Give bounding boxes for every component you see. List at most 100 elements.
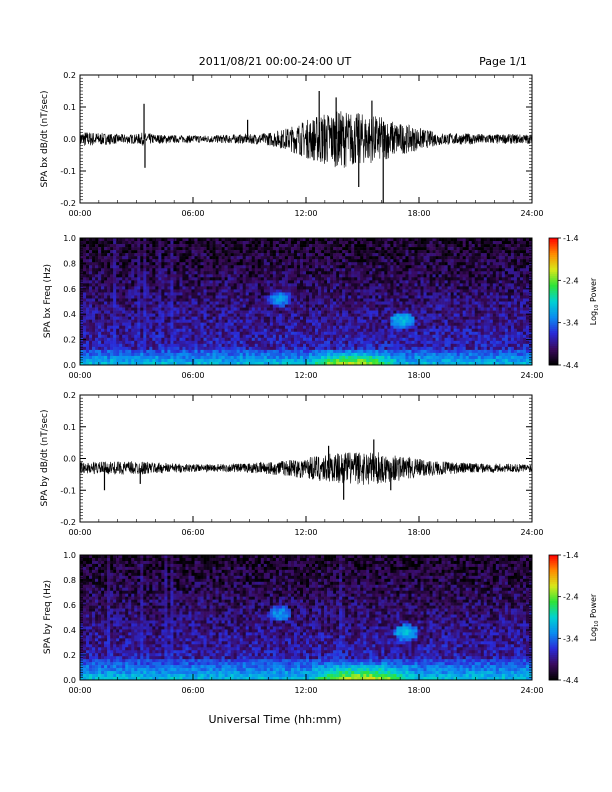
heatmap-cell: [170, 271, 174, 275]
heatmap-cell: [384, 289, 388, 293]
heatmap-cell: [140, 361, 144, 366]
heatmap-cell: [248, 277, 253, 281]
heatmap-cell: [206, 292, 210, 296]
heatmap-cell: [182, 307, 186, 311]
heatmap-cell: [405, 295, 409, 299]
heatmap-cell: [281, 262, 286, 266]
heatmap-cell: [101, 241, 105, 245]
heatmap-cell: [227, 247, 231, 251]
heatmap-cell: [384, 295, 388, 299]
heatmap-cell: [321, 310, 325, 314]
heatmap-cell: [113, 355, 117, 360]
heatmap-cell: [176, 250, 180, 254]
heatmap-cell: [146, 283, 150, 287]
heatmap-cell: [182, 238, 186, 242]
heatmap-cell: [179, 265, 183, 269]
heatmap-cell: [113, 334, 117, 339]
heatmap-cell: [345, 238, 349, 242]
heatmap-cell: [248, 268, 253, 272]
heatmap-cell: [296, 250, 301, 254]
heatmap-cell: [278, 238, 283, 242]
heatmap-cell: [257, 277, 262, 281]
heatmap-cell: [281, 361, 286, 366]
heatmap-cell: [182, 343, 186, 348]
heatmap-cell: [372, 247, 376, 251]
heatmap-cell: [290, 319, 295, 323]
heatmap-cell: [333, 277, 337, 281]
heatmap-cell: [125, 307, 129, 311]
heatmap-cell: [194, 265, 198, 269]
heatmap-cell: [197, 352, 201, 357]
heatmap-cell: [125, 358, 129, 363]
heatmap-cell: [185, 322, 189, 326]
heatmap-cell: [351, 301, 355, 305]
heatmap-cell: [336, 304, 340, 308]
heatmap-cell: [384, 241, 388, 245]
heatmap-cell: [348, 265, 352, 269]
heatmap-cell: [170, 286, 174, 290]
heatmap-cell: [306, 358, 310, 363]
heatmap-cell: [206, 331, 210, 336]
heatmap-cell: [345, 247, 349, 251]
heatmap-cell: [342, 268, 346, 272]
heatmap-cell: [357, 295, 361, 299]
heatmap-cell: [290, 301, 295, 305]
heatmap-cell: [393, 334, 397, 339]
heatmap-cell: [318, 244, 322, 248]
heatmap-cell: [260, 238, 265, 242]
heatmap-cell: [275, 253, 280, 257]
heatmap-cell: [402, 292, 406, 296]
heatmap-cell: [275, 334, 280, 339]
heatmap-cell: [293, 265, 298, 269]
heatmap-cell: [116, 343, 120, 348]
heatmap-cell: [399, 286, 403, 290]
heatmap-cell: [245, 268, 250, 272]
heatmap-cell: [218, 268, 222, 272]
heatmap-cell: [345, 283, 349, 287]
heatmap-cell: [164, 316, 168, 320]
heatmap-cell: [309, 289, 313, 293]
heatmap-cell: [417, 310, 421, 314]
heatmap-cell: [275, 298, 280, 302]
heatmap-cell: [89, 283, 93, 287]
heatmap-cell: [83, 343, 87, 348]
heatmap-cell: [339, 301, 343, 305]
heatmap-cell: [333, 340, 337, 345]
heatmap-cell: [296, 319, 301, 323]
heatmap-cell: [245, 319, 250, 323]
heatmap-cell: [236, 286, 240, 290]
heatmap-cell: [203, 310, 207, 314]
heatmap-cell: [140, 358, 144, 363]
heatmap-cell: [239, 292, 244, 296]
heatmap-cell: [384, 325, 388, 330]
heatmap-cell: [269, 292, 274, 296]
heatmap-cell: [212, 256, 216, 260]
heatmap-cell: [408, 301, 412, 305]
heatmap-cell: [110, 319, 114, 323]
heatmap-cell: [233, 292, 237, 296]
heatmap-cell: [128, 295, 132, 299]
heatmap-cell: [245, 337, 250, 342]
heatmap-cell: [188, 265, 192, 269]
heatmap-cell: [278, 262, 283, 266]
heatmap-cell: [215, 304, 219, 308]
heatmap-cell: [221, 316, 225, 320]
heatmap-cell: [131, 343, 135, 348]
heatmap-cell: [161, 280, 165, 284]
heatmap-cell: [357, 334, 361, 339]
heatmap-cell: [191, 286, 195, 290]
heatmap-cell: [275, 241, 280, 245]
heatmap-cell: [420, 328, 424, 333]
heatmap-cell: [363, 238, 367, 242]
heatmap-cell: [194, 334, 198, 339]
heatmap-cell: [411, 268, 415, 272]
heatmap-cell: [197, 274, 201, 278]
heatmap-cell: [200, 295, 204, 299]
heatmap-cell: [83, 256, 87, 260]
heatmap-cell: [269, 271, 274, 275]
heatmap-cell: [263, 349, 268, 354]
heatmap-cell: [381, 325, 385, 330]
page-number: Page 1/1: [479, 55, 527, 68]
heatmap-cell: [188, 301, 192, 305]
heatmap-cell: [119, 316, 123, 320]
